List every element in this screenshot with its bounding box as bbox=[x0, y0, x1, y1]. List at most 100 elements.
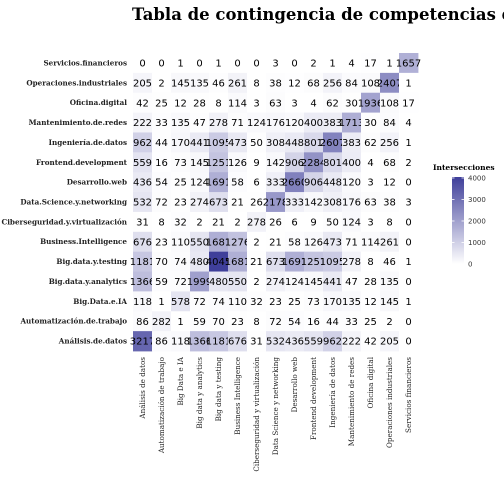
heatmap-cell bbox=[342, 112, 362, 133]
legend-title: Intersecciones bbox=[433, 163, 495, 172]
heatmap-cell bbox=[152, 251, 172, 272]
heatmap-cell bbox=[133, 192, 153, 213]
heatmap-cell bbox=[228, 331, 248, 352]
heatmap-cell bbox=[266, 92, 286, 113]
cell-value-label: 2284 bbox=[301, 158, 326, 169]
legend-colorbar bbox=[452, 177, 464, 264]
heatmap-cell bbox=[380, 192, 400, 213]
heatmap-cell bbox=[399, 231, 419, 253]
heatmap-cell bbox=[209, 172, 229, 193]
cell-value-label: 47 bbox=[193, 118, 206, 129]
cell-value-label: 21 bbox=[269, 237, 282, 248]
heatmap-cell bbox=[285, 92, 305, 113]
heatmap-cell bbox=[323, 132, 343, 153]
heatmap-cell bbox=[228, 172, 248, 193]
cell-value-label: 1366 bbox=[187, 337, 212, 348]
row-label: Big.Data.e.IA bbox=[73, 297, 127, 306]
cell-value-label: 278 bbox=[342, 257, 361, 268]
column-label: Frontend development bbox=[309, 357, 318, 440]
cell-value-label: 12 bbox=[174, 98, 187, 109]
heatmap-cell bbox=[361, 192, 381, 213]
cell-value-label: 1 bbox=[405, 78, 411, 89]
cell-value-label: 58 bbox=[288, 237, 301, 248]
heatmap-cell bbox=[228, 72, 248, 94]
heatmap-cell bbox=[171, 331, 191, 352]
heatmap-cell bbox=[266, 192, 286, 213]
cell-value-label: 1251 bbox=[301, 257, 326, 268]
cell-value-label: 118 bbox=[133, 297, 152, 308]
cell-value-label: 333 bbox=[266, 178, 285, 189]
legend-tick-label: 2000 bbox=[468, 217, 486, 225]
row-label: Mantenimiento.de.redes bbox=[29, 118, 127, 127]
cell-value-label: 73 bbox=[307, 297, 320, 308]
heatmap-cell bbox=[266, 152, 286, 173]
cell-value-label: 28 bbox=[364, 277, 377, 288]
heatmap-cell bbox=[285, 53, 305, 74]
cell-value-label: 135 bbox=[380, 277, 399, 288]
cell-value-label: 25 bbox=[364, 317, 377, 328]
heatmap-cell bbox=[171, 132, 191, 153]
heatmap-cell bbox=[171, 251, 191, 272]
cell-value-label: 59 bbox=[155, 277, 168, 288]
cell-value-label: 1 bbox=[329, 59, 335, 70]
cell-value-label: 0 bbox=[405, 277, 411, 288]
cell-value-label: 74 bbox=[174, 257, 187, 268]
column-label: Big data y testing bbox=[214, 357, 223, 422]
heatmap-cell bbox=[361, 211, 381, 233]
cell-value-label: 145 bbox=[171, 78, 190, 89]
heatmap-cell bbox=[266, 172, 286, 193]
heatmap-cell bbox=[399, 53, 419, 74]
heatmap-cell bbox=[228, 92, 248, 113]
column-label: Big data y analytics bbox=[195, 357, 204, 429]
cell-value-label: 1657 bbox=[396, 59, 421, 70]
cell-value-label: 114 bbox=[361, 237, 380, 248]
heatmap-cell bbox=[285, 271, 305, 292]
heatmap-cell bbox=[342, 192, 362, 213]
cell-value-label: 308 bbox=[266, 138, 285, 149]
cell-value-label: 2 bbox=[158, 78, 164, 89]
cell-value-label: 1 bbox=[405, 297, 411, 308]
row-label: Big.data.y.analytics bbox=[49, 277, 127, 286]
heatmap-cell bbox=[304, 72, 324, 94]
heatmap-cell bbox=[323, 72, 343, 94]
cell-value-label: 4 bbox=[348, 59, 354, 70]
cell-value-label: 126 bbox=[228, 158, 247, 169]
cell-value-label: 261 bbox=[380, 237, 399, 248]
cell-value-label: 1095 bbox=[320, 257, 345, 268]
heatmap-cell bbox=[171, 72, 191, 94]
cell-value-label: 124 bbox=[190, 178, 209, 189]
cell-value-label: 1 bbox=[177, 317, 183, 328]
row-label: Ingeniería.de.datos bbox=[49, 138, 127, 147]
column-label: Desarrollo web bbox=[290, 357, 299, 413]
row-label: Análisis.de.datos bbox=[58, 337, 127, 346]
cell-value-label: 16 bbox=[155, 158, 168, 169]
cell-value-label: 62 bbox=[364, 138, 377, 149]
cell-value-label: 578 bbox=[171, 297, 190, 308]
cell-value-label: 8 bbox=[253, 317, 259, 328]
cell-value-label: 118 bbox=[171, 337, 190, 348]
cell-value-label: 2607 bbox=[320, 138, 345, 149]
heatmap-cell bbox=[190, 172, 210, 193]
cell-value-label: 0 bbox=[253, 59, 259, 70]
heatmap-cell bbox=[399, 192, 419, 213]
cell-value-label: 9 bbox=[310, 217, 316, 228]
column-labels: Análisis de datos Automatización de traba… bbox=[138, 356, 413, 471]
heatmap-cell bbox=[152, 152, 172, 173]
cell-value-label: 124 bbox=[285, 277, 304, 288]
heatmap-cell bbox=[247, 291, 267, 312]
heatmap-cell bbox=[266, 271, 286, 292]
cell-value-label: 1713 bbox=[339, 118, 364, 129]
heatmap-cell bbox=[323, 152, 343, 173]
cell-value-label: 59 bbox=[193, 317, 206, 328]
cell-value-label: 0 bbox=[196, 59, 202, 70]
cell-value-label: 222 bbox=[133, 118, 152, 129]
heatmap-cell bbox=[399, 112, 419, 133]
cell-value-label: 33 bbox=[345, 317, 358, 328]
cell-value-label: 54 bbox=[288, 317, 301, 328]
heatmap-cell bbox=[304, 251, 324, 272]
cell-value-label: 21 bbox=[212, 217, 225, 228]
heatmap-cell bbox=[304, 311, 324, 332]
cell-value-label: 308 bbox=[323, 198, 342, 209]
cell-value-label: 441 bbox=[190, 138, 209, 149]
